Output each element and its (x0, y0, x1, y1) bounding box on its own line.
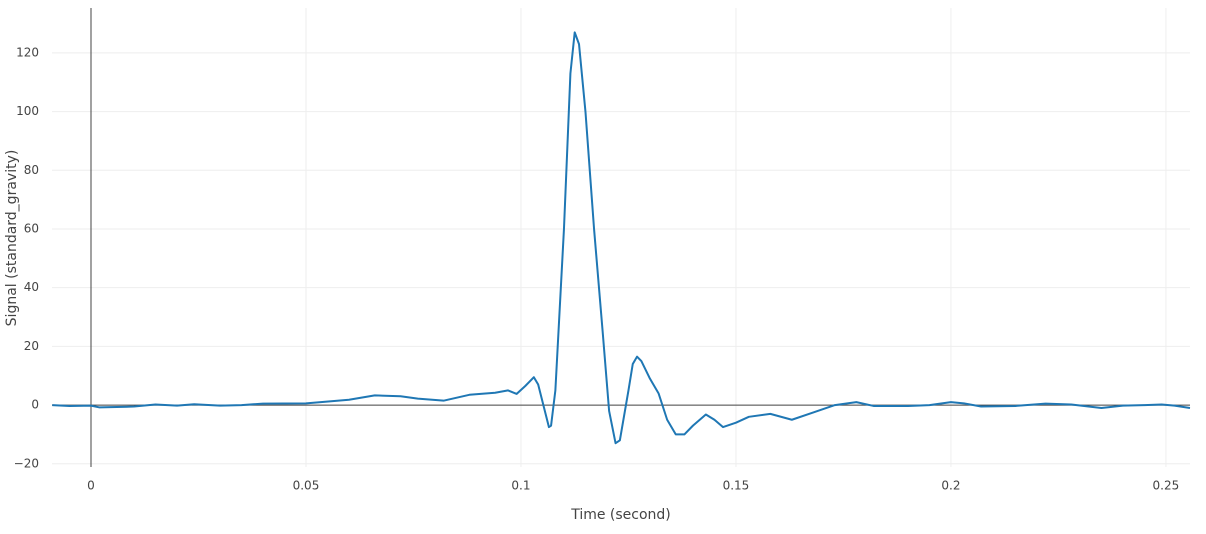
x-tick-label: 0 (87, 479, 95, 493)
plot (52, 31, 1191, 445)
y-tick-label: 60 (24, 221, 39, 235)
x-tick-label: 0.1 (511, 479, 530, 493)
y-tick-label: −20 (14, 456, 39, 470)
line (52, 31, 1191, 445)
x-tick-label: 0.05 (293, 479, 320, 493)
y-axis-title: Signal (standard_gravity) (4, 150, 20, 327)
x-tick-label: 0.15 (723, 479, 750, 493)
y-tick-label: 40 (24, 280, 39, 294)
y-tick-label: 20 (24, 339, 39, 353)
x-tick-label: 0.2 (941, 479, 960, 493)
y-tick-label: 100 (16, 104, 39, 118)
y-tick-label: 80 (24, 163, 39, 177)
x-axis-title: Time (second) (570, 507, 671, 523)
x-tick-label: 0.25 (1153, 479, 1180, 493)
y-tick-label: 120 (16, 45, 39, 59)
y-tick-label: 0 (31, 398, 39, 412)
grid (52, 8, 1190, 467)
